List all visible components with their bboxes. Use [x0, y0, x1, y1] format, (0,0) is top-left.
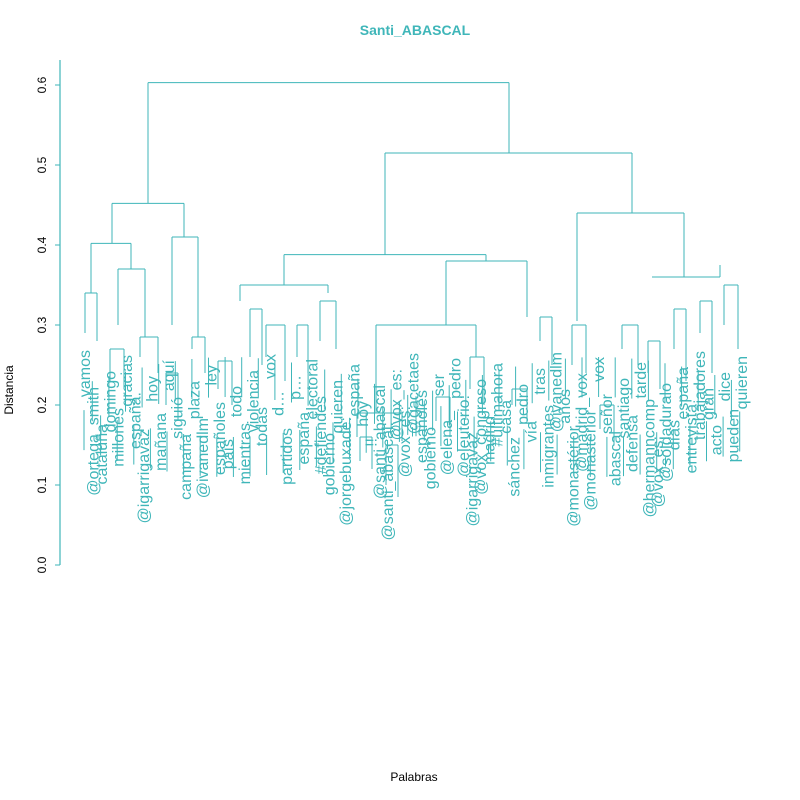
leaf-label: acto	[709, 425, 726, 455]
leaf-label: @jorgebuxade:	[338, 417, 355, 526]
leaf-label: @ivanedlm	[549, 352, 566, 432]
y-tick-label: 0.2	[35, 396, 49, 413]
x-axis-label: Palabras	[390, 770, 437, 784]
leaf-label: inmigrantes	[540, 405, 557, 488]
leaf-label: @vox_es:	[397, 406, 414, 477]
leaf-label: @hermanncomp	[641, 399, 658, 518]
leaf-label: gobierno	[321, 433, 338, 495]
leaf-label: campaña	[178, 434, 195, 500]
leaf-label: casa	[498, 400, 515, 434]
leaf-label: @santi_abascal:	[380, 422, 397, 541]
leaf-label: país	[220, 439, 237, 469]
y-tick-label: 0.3	[35, 316, 49, 333]
leaf-label: gobierno	[422, 427, 439, 489]
y-tick-label: 0.4	[35, 236, 49, 253]
y-axis: 0.0 0.1 0.2 0.3 0.4 0.5 0.6	[35, 60, 61, 573]
leaf-label: hoy	[144, 376, 161, 402]
y-axis-label: Distancia	[2, 365, 16, 415]
leaf-label: @ortega_smith	[85, 387, 102, 496]
leaf-label: todo	[229, 386, 246, 417]
leaf-label: violencia	[245, 370, 262, 432]
leaf-label: vía	[523, 421, 540, 442]
leaf-label: @vox_congreso	[473, 379, 490, 495]
leaf-label: defensa	[625, 415, 642, 472]
leaf-label: santiago	[616, 378, 633, 439]
y-tick-label: 0.5	[35, 156, 49, 173]
leaf-label: !!	[363, 438, 380, 447]
leaf-label: @monastérior	[566, 425, 583, 526]
leaf-label: días	[667, 420, 684, 450]
leaf-label: tarde	[633, 362, 650, 399]
leaf-label: millones	[111, 408, 128, 467]
leaf-label: electoral	[304, 359, 321, 419]
leaf-label: @igarrigavaz	[136, 429, 153, 524]
leaf-label: cataluña	[94, 424, 111, 485]
leaf-label: mientras	[237, 423, 254, 484]
leaf-label: aquí	[161, 359, 178, 391]
leaf-label: @eleuterio:	[456, 395, 473, 477]
leaf-label: españa	[347, 364, 364, 417]
dendrogram-tree	[83, 82, 741, 497]
leaf-label: #defiendes	[313, 396, 330, 474]
leaf-label: hoy	[355, 401, 372, 427]
leaf-label: d…	[271, 391, 288, 416]
leaf-label: plaza	[187, 381, 204, 419]
leaf-label: señor	[599, 393, 616, 434]
leaf-label: abascal	[608, 431, 625, 486]
leaf-label: pedro	[448, 358, 465, 399]
leaf-label: @elena_	[439, 410, 456, 475]
leaf-label: años	[557, 389, 574, 424]
leaf-label: tras	[532, 368, 549, 395]
leaf-label: @gacetaes	[406, 353, 423, 434]
leaf-label: dice	[717, 372, 734, 401]
leaf-label: #ultimahora	[490, 363, 507, 447]
leaf-label: entrevista	[683, 404, 700, 473]
leaf-label: @santi_abascal	[372, 385, 389, 499]
leaf-label: @monasterior	[582, 409, 599, 510]
leaf-label: españa	[675, 367, 692, 420]
leaf-label: ley	[203, 365, 220, 385]
leaf-label: vox	[591, 357, 608, 382]
leaf-label: pueden	[726, 409, 743, 462]
leaf-label: vox	[262, 354, 279, 379]
leaf-label: vamos	[77, 350, 94, 397]
y-tick-label: 0.0	[35, 556, 49, 573]
leaf-label: quieren	[330, 380, 347, 433]
y-tick-label: 0.1	[35, 476, 49, 493]
leaf-label: sánchez	[507, 437, 524, 497]
leaf-label: madrid	[481, 416, 498, 465]
leaf-label: españoles	[414, 390, 431, 463]
leaf-label: @soldaduralo	[658, 383, 675, 482]
y-tick-label: 0.6	[35, 76, 49, 93]
leaf-label: gran	[700, 388, 717, 420]
leaf-label: trabajadores	[692, 351, 709, 440]
leaf-label: mañana	[153, 413, 170, 471]
leaf-label: españa	[296, 412, 313, 465]
leaf-label: gracias	[119, 355, 136, 407]
leaf-labels: vamos@ortega_smithcataluñadomingomillone…	[77, 350, 751, 541]
leaf-label: españoles	[212, 402, 229, 475]
leaf-label: domingo	[102, 371, 119, 432]
leaf-label: partidos	[279, 428, 296, 485]
leaf-label: @ivanedlm	[195, 418, 212, 498]
leaf-label: todas	[254, 407, 271, 446]
leaf-label: quieren	[734, 356, 751, 409]
leaf-label: @vox_es:	[650, 436, 667, 507]
leaf-label: españa.	[128, 392, 145, 449]
leaf-label: pedro	[515, 384, 532, 425]
leaf-label: p…	[288, 375, 305, 400]
leaf-label: siguió	[170, 397, 187, 439]
leaf-label: @vox_es:	[389, 369, 406, 440]
leaf-label: @igarrigavaz	[464, 432, 481, 527]
chart-title: Santi_ABASCAL	[360, 22, 471, 38]
leaf-label: ser	[431, 373, 448, 396]
leaf-label: @madrid_vox	[574, 373, 591, 472]
